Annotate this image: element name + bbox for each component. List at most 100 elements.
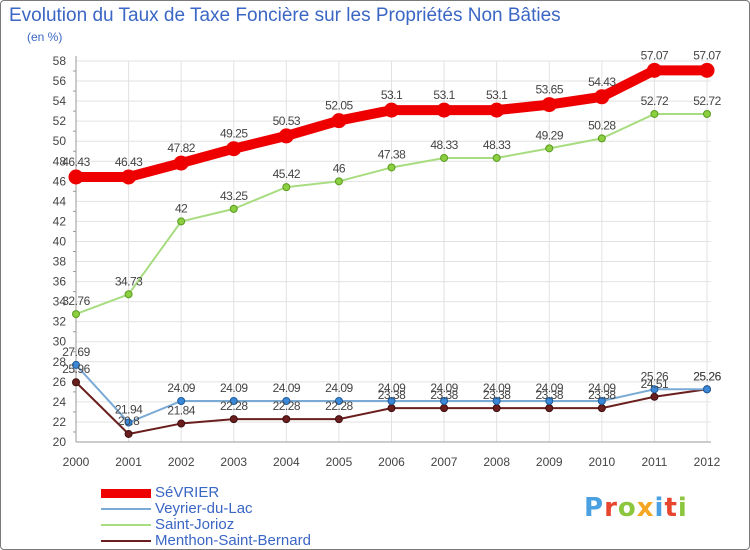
data-label-veyrier-du-lac: 24.09	[588, 381, 616, 395]
data-point-s-vrier	[331, 113, 347, 129]
data-point-s-vrier	[541, 97, 557, 113]
legend-item-veyrier-du-lac: Veyrier-du-Lac	[101, 500, 361, 517]
data-point-saint-jorioz	[177, 217, 186, 226]
data-label-saint-jorioz: 43.25	[220, 189, 248, 203]
data-label-s-vrier: 52.05	[325, 99, 353, 113]
data-label-saint-jorioz: 52.72	[693, 94, 721, 108]
legend-label-veyrier-du-lac: Veyrier-du-Lac	[155, 500, 253, 517]
x-tick-label: 2003	[220, 455, 247, 469]
y-tick-label: 46	[53, 174, 67, 188]
x-tick-label: 2002	[168, 455, 195, 469]
data-label-veyrier-du-lac: 25.26	[693, 369, 721, 383]
y-tick-label: 56	[53, 74, 67, 88]
data-point-s-vrier	[121, 169, 137, 185]
legend-swatch-sevrier	[101, 489, 151, 498]
data-point-saint-jorioz	[703, 109, 711, 118]
y-tick-label: 34	[53, 295, 67, 309]
data-label-s-vrier: 47.82	[167, 141, 195, 155]
y-tick-label: 40	[53, 234, 67, 248]
y-tick-label: 44	[53, 194, 67, 208]
data-label-menthon-saint-bernard: 23.38	[378, 388, 406, 402]
data-point-veyrier-du-lac	[124, 418, 133, 427]
x-tick-label: 2011	[642, 455, 668, 469]
legend-label-saint-jorioz: Saint-Jorioz	[155, 516, 235, 533]
x-tick-label: 2012	[694, 455, 721, 469]
data-point-veyrier-du-lac	[282, 396, 291, 405]
data-point-menthon-saint-bernard	[282, 415, 291, 424]
x-tick-label: 2001	[115, 455, 142, 469]
x-tick-label: 2006	[378, 455, 405, 469]
data-point-s-vrier	[68, 169, 84, 185]
data-label-veyrier-du-lac: 24.09	[483, 381, 511, 395]
x-tick-label: 2007	[431, 455, 458, 469]
data-label-veyrier-du-lac: 24.09	[167, 381, 195, 395]
proxiti-logo: Proxiti	[584, 493, 688, 523]
data-label-veyrier-du-lac: 27.69	[62, 345, 90, 359]
data-label-saint-jorioz: 45.42	[273, 167, 301, 181]
data-point-menthon-saint-bernard	[440, 404, 449, 413]
data-point-saint-jorioz	[387, 163, 396, 172]
data-point-s-vrier	[384, 102, 399, 118]
logo-letter: t	[664, 493, 678, 523]
data-label-saint-jorioz: 48.33	[430, 138, 458, 152]
x-tick-label: 2010	[588, 455, 615, 469]
y-tick-label: 36	[53, 275, 67, 289]
data-label-menthon-saint-bernard: 25.26	[693, 369, 721, 383]
data-label-saint-jorioz: 48.33	[483, 138, 511, 152]
y-tick-label: 48	[53, 154, 67, 168]
data-label-s-vrier: 46.43	[62, 155, 90, 169]
data-label-saint-jorioz: 32.76	[62, 294, 90, 308]
data-point-saint-jorioz	[440, 153, 449, 162]
data-label-veyrier-du-lac: 24.09	[430, 381, 458, 395]
logo-letter: i	[654, 493, 665, 523]
y-tick-label: 32	[53, 315, 67, 329]
data-label-saint-jorioz: 49.29	[535, 128, 563, 142]
data-point-saint-jorioz	[124, 290, 133, 299]
data-label-menthon-saint-bernard: 23.38	[430, 388, 458, 402]
data-point-s-vrier	[278, 128, 294, 144]
data-point-s-vrier	[489, 102, 505, 118]
data-point-saint-jorioz	[282, 183, 291, 192]
data-label-menthon-saint-bernard: 23.38	[483, 388, 511, 402]
data-label-menthon-saint-bernard: 21.84	[167, 404, 195, 418]
logo-letter: P	[584, 493, 605, 523]
data-label-s-vrier: 53.65	[535, 83, 563, 97]
logo-letter: x	[636, 493, 655, 523]
data-point-menthon-saint-bernard	[124, 429, 133, 438]
logo-letter: r	[604, 493, 618, 523]
data-point-saint-jorioz	[597, 134, 606, 143]
data-label-veyrier-du-lac: 24.09	[535, 381, 563, 395]
legend-label-sevrier: SéVRIER	[155, 484, 220, 501]
data-label-menthon-saint-bernard: 22.28	[220, 399, 248, 413]
data-point-s-vrier	[699, 62, 715, 78]
data-label-s-vrier: 53.1	[433, 88, 455, 102]
data-point-veyrier-du-lac	[229, 396, 238, 405]
y-axis-unit-label: (en %)	[27, 30, 63, 44]
data-label-s-vrier: 57.07	[693, 48, 721, 62]
data-label-s-vrier: 50.53	[273, 114, 301, 128]
y-tick-label: 50	[53, 134, 67, 148]
legend-label-menthon-saint-bernard: Menthon-Saint-Bernard	[155, 532, 311, 549]
logo-letter: o	[617, 493, 637, 523]
data-label-menthon-saint-bernard: 24.51	[641, 377, 669, 391]
data-label-menthon-saint-bernard: 22.28	[325, 399, 353, 413]
y-tick-label: 24	[53, 395, 67, 409]
y-tick-label: 22	[53, 415, 67, 429]
data-point-saint-jorioz	[229, 204, 238, 213]
data-point-menthon-saint-bernard	[597, 404, 606, 413]
data-point-veyrier-du-lac	[492, 396, 501, 405]
logo-letter: i	[677, 493, 688, 523]
data-point-menthon-saint-bernard	[650, 392, 659, 401]
data-point-s-vrier	[173, 155, 189, 171]
data-label-s-vrier: 46.43	[115, 155, 143, 169]
data-label-menthon-saint-bernard: 22.28	[273, 399, 301, 413]
data-point-saint-jorioz	[334, 177, 343, 186]
y-tick-label: 28	[53, 355, 67, 369]
x-tick-label: 2000	[63, 455, 90, 469]
data-label-menthon-saint-bernard: 25.96	[62, 362, 90, 376]
y-tick-label: 20	[53, 435, 67, 449]
x-tick-label: 2008	[483, 455, 510, 469]
legend-item-saint-jorioz: Saint-Jorioz	[101, 516, 361, 533]
data-label-s-vrier: 54.43	[588, 75, 616, 89]
chart-title: Evolution du Taux de Taxe Foncière sur l…	[9, 5, 561, 26]
